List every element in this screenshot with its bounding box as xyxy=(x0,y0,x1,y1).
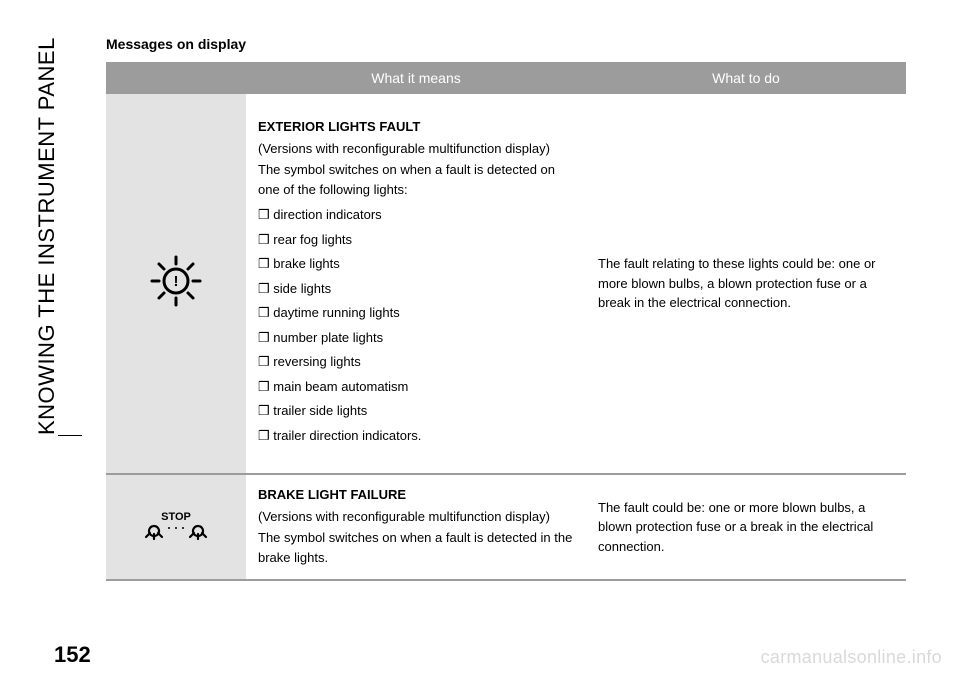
list-item: side lights xyxy=(258,279,574,299)
svg-text:!: ! xyxy=(174,273,179,290)
list-item: rear fog lights xyxy=(258,230,574,250)
means-subtitle: (Versions with reconfigurable multifunct… xyxy=(258,507,574,527)
sidebar-tab: KNOWING THE INSTRUMENT PANEL xyxy=(58,36,82,436)
page-number: 152 xyxy=(54,642,91,668)
header-icon xyxy=(106,62,246,94)
content: Messages on display What it means What t… xyxy=(106,36,906,581)
icon-cell: ! xyxy=(106,94,246,474)
exterior-lights-fault-icon: ! xyxy=(148,253,204,315)
list-item: trailer direction indicators. xyxy=(258,426,574,446)
list-item: reversing lights xyxy=(258,352,574,372)
table-row: STOP xyxy=(106,474,906,580)
page: KNOWING THE INSTRUMENT PANEL 152 carmanu… xyxy=(0,0,960,686)
means-list: direction indicators rear fog lights bra… xyxy=(258,205,574,445)
means-subtitle: (Versions with reconfigurable multifunct… xyxy=(258,139,574,159)
section-title: Messages on display xyxy=(106,36,906,52)
means-cell: EXTERIOR LIGHTS FAULT (Versions with rec… xyxy=(246,94,586,474)
brake-light-failure-icon: STOP xyxy=(141,507,211,547)
header-todo: What to do xyxy=(586,62,906,94)
means-intro: The symbol switches on when a fault is d… xyxy=(258,160,574,199)
messages-table: What it means What to do xyxy=(106,62,906,581)
todo-cell: The fault could be: one or more blown bu… xyxy=(586,474,906,580)
header-means: What it means xyxy=(246,62,586,94)
svg-text:STOP: STOP xyxy=(161,511,191,523)
list-item: brake lights xyxy=(258,254,574,274)
list-item: main beam automatism xyxy=(258,377,574,397)
icon-cell: STOP xyxy=(106,474,246,580)
list-item: daytime running lights xyxy=(258,303,574,323)
means-title: BRAKE LIGHT FAILURE xyxy=(258,485,574,505)
list-item: direction indicators xyxy=(258,205,574,225)
means-cell: BRAKE LIGHT FAILURE (Versions with recon… xyxy=(246,474,586,580)
means-intro: The symbol switches on when a fault is d… xyxy=(258,528,574,567)
means-title: EXTERIOR LIGHTS FAULT xyxy=(258,117,574,137)
sidebar-label: KNOWING THE INSTRUMENT PANEL xyxy=(34,37,60,435)
table-header-row: What it means What to do xyxy=(106,62,906,94)
list-item: number plate lights xyxy=(258,328,574,348)
watermark: carmanualsonline.info xyxy=(761,647,942,668)
table-row: ! EXTERIOR LIGHTS FAULT (Versions with r… xyxy=(106,94,906,474)
todo-cell: The fault relating to these lights could… xyxy=(586,94,906,474)
list-item: trailer side lights xyxy=(258,401,574,421)
